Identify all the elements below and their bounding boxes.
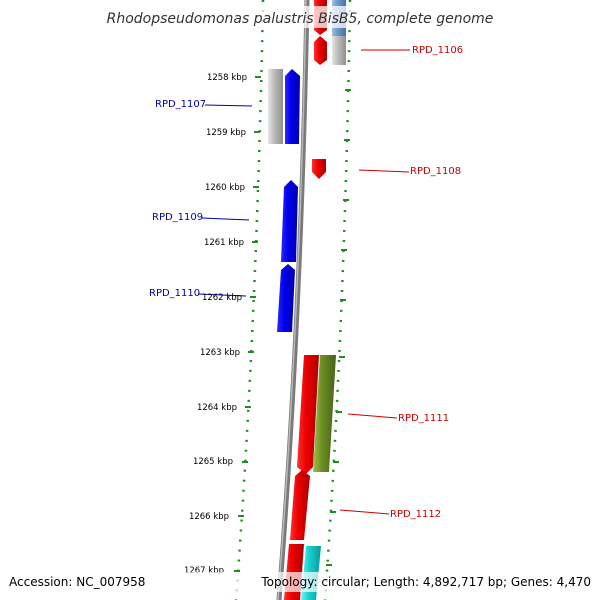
gene-label-rpd-1109[interactable]: RPD_1109 xyxy=(152,212,203,223)
kbp-label: 1261 kbp xyxy=(204,238,244,248)
gene-rpd-1108[interactable] xyxy=(312,159,326,179)
gene-olive[interactable] xyxy=(313,355,336,472)
gene-label-rpd-1110[interactable]: RPD_1110 xyxy=(149,288,200,299)
genome-backbone-highlight xyxy=(277,0,307,600)
scale-ticks xyxy=(234,76,351,572)
accession-text: Accession: NC_007958 xyxy=(9,575,145,589)
gene-rpd-1111[interactable] xyxy=(297,355,319,474)
genome-backbone xyxy=(276,0,310,600)
topology-text: Topology: circular; Length: 4,892,717 bp… xyxy=(260,575,591,589)
kbp-label: 1267 kbp xyxy=(184,566,224,576)
track-ring-inner xyxy=(323,0,352,600)
gene-grey-top[interactable] xyxy=(332,36,346,65)
gene-label-rpd-1108[interactable]: RPD_1108 xyxy=(410,166,461,177)
kbp-label: 1258 kbp xyxy=(207,73,247,83)
gene-rpd-1110[interactable] xyxy=(277,264,295,332)
kbp-label: 1262 kbp xyxy=(202,293,242,303)
gene-rpd-1109[interactable] xyxy=(281,180,298,262)
kbp-label: 1260 kbp xyxy=(205,183,245,193)
kbp-labels: 1258 kbp 1259 kbp 1260 kbp 1261 kbp 1262… xyxy=(184,73,247,576)
footer-backdrop xyxy=(0,572,600,592)
title-backdrop xyxy=(105,6,495,28)
kbp-label: 1265 kbp xyxy=(193,457,233,467)
gene-label-rpd-1112[interactable]: RPD_1112 xyxy=(390,509,441,520)
kbp-label: 1259 kbp xyxy=(206,128,246,138)
kbp-label: 1264 kbp xyxy=(197,403,237,413)
gene-rpd-1106[interactable] xyxy=(314,36,327,65)
genome-title: Rhodopseudomonas palustris BisB5, comple… xyxy=(107,11,494,27)
gene-rpd-1112[interactable] xyxy=(290,470,310,540)
kbp-label: 1266 kbp xyxy=(189,512,229,522)
gene-label-rpd-1107[interactable]: RPD_1107 xyxy=(155,99,206,110)
gene-label-rpd-1111[interactable]: RPD_1111 xyxy=(398,413,449,424)
label-connectors xyxy=(197,49,410,515)
gene-labels: RPD_1107 RPD_1109 RPD_1110 RPD_1106 RPD_… xyxy=(149,45,463,520)
track-ring-outer xyxy=(234,0,265,600)
kbp-label: 1263 kbp xyxy=(200,348,240,358)
gene-grey-left[interactable] xyxy=(268,69,283,144)
gene-label-rpd-1106[interactable]: RPD_1106 xyxy=(412,45,463,56)
gene-rpd-1107[interactable] xyxy=(285,69,300,144)
